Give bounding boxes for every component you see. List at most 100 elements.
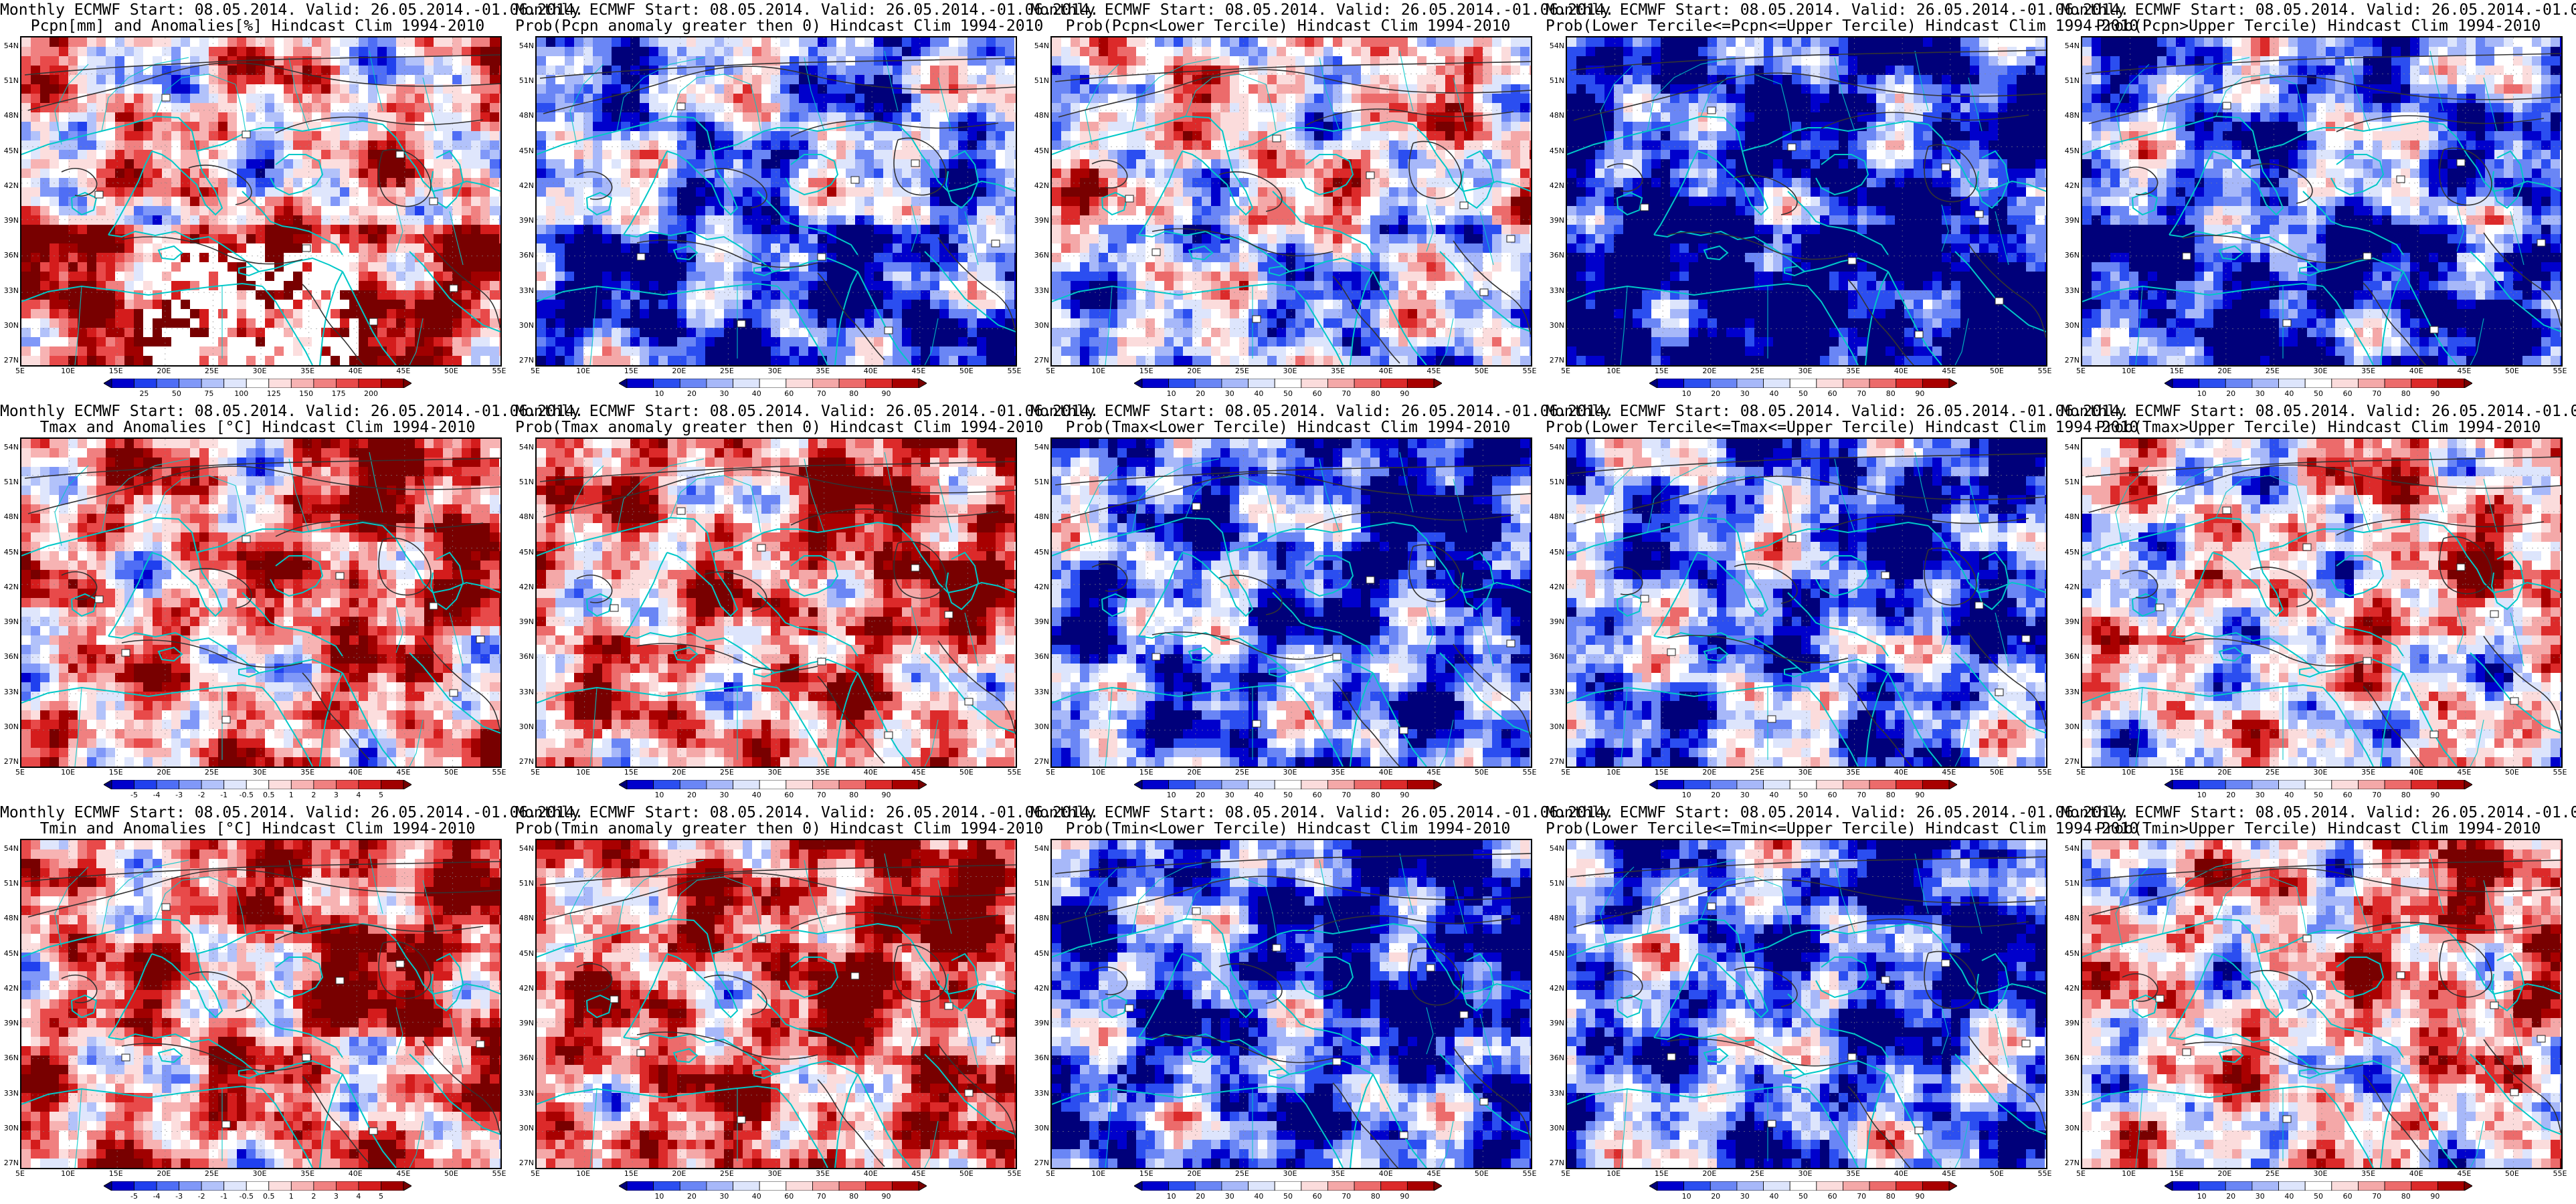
lat-tick-label: 54N	[1547, 443, 1564, 452]
colorbar-tick-label: 80	[849, 389, 858, 398]
colorbar	[104, 780, 411, 789]
lon-tick-label: 20E	[2217, 1169, 2231, 1178]
colorbar-tick-label: -5	[130, 791, 138, 799]
colorbar-tick-label: 20	[1711, 791, 1720, 799]
colorbar-tick-label: 10	[1682, 389, 1691, 398]
lon-tick-label: 40E	[1894, 768, 1908, 777]
colorbar-tick-label: 30	[719, 1192, 729, 1201]
climate-contours	[24, 458, 500, 761]
lon-tick-label: 5E	[15, 768, 25, 777]
colorbar-tick-label: 90	[882, 791, 891, 799]
map-panel-pcpn-prob-upper: Monthly ECMWF Start: 08.05.2014. Valid: …	[2061, 0, 2576, 401]
colorbar-tick-label: 40	[1254, 791, 1263, 799]
colorbar-tick-label: 10	[2197, 389, 2207, 398]
lat-tick-label: 39N	[2062, 617, 2080, 626]
lat-tick-label: 42N	[1032, 984, 1049, 993]
lat-tick-label: 42N	[1, 984, 19, 993]
lon-tick-label: 30E	[1799, 367, 1813, 375]
colorbar-tick-label: 10	[654, 389, 664, 398]
colorbar-tick-label: 40	[2284, 791, 2294, 799]
lat-tick-label: 36N	[1, 652, 19, 661]
lat-tick-label: 42N	[2062, 984, 2080, 993]
lat-tick-label: 33N	[517, 688, 534, 696]
lat-tick-label: 30N	[1032, 722, 1049, 731]
map-plot-area	[535, 839, 1017, 1169]
lon-tick-label: 35E	[816, 768, 830, 777]
map-panel-pcpn-anomaly: Monthly ECMWF Start: 08.05.2014. Valid: …	[0, 0, 583, 401]
colorbar	[2165, 780, 2472, 789]
colorbar-tick-label: 80	[1886, 1192, 1896, 1201]
lat-tick-label: 42N	[517, 984, 534, 993]
colorbar-tick-label: 50	[2314, 389, 2323, 398]
climate-contours	[24, 861, 500, 1164]
lon-tick-label: 20E	[1702, 768, 1716, 777]
lat-tick-label: 45N	[1032, 949, 1049, 958]
lat-tick-label: 45N	[1547, 949, 1564, 958]
colorbar-tick-label: 20	[1196, 791, 1205, 799]
lat-tick-label: 54N	[1032, 844, 1049, 853]
colorbar-tick-label: 90	[882, 389, 891, 398]
panel-title-line2: Prob(Lower Tercile<=Tmax<=Upper Tercile)…	[1546, 419, 2138, 436]
lat-tick-label: 42N	[1, 583, 19, 591]
colorbar-tick-label: 20	[1196, 1192, 1205, 1201]
contour-label-boxes	[610, 935, 1000, 1124]
map-plot-area	[1566, 839, 2047, 1169]
lat-tick-label: 51N	[1032, 76, 1049, 85]
colorbar	[104, 1181, 411, 1191]
colorbar-tick-label: 60	[1313, 791, 1322, 799]
lon-tick-label: 20E	[672, 1169, 686, 1178]
colorbar-tick-label: 10	[1682, 1192, 1691, 1201]
lat-tick-label: 45N	[2062, 146, 2080, 155]
colorbar-tick-label: 70	[2372, 389, 2381, 398]
lat-tick-label: 33N	[1, 286, 19, 295]
colorbar-tick-label: 20	[2226, 389, 2235, 398]
lat-tick-label: 30N	[1, 1124, 19, 1132]
map-panel-tmax-anomaly: Monthly ECMWF Start: 08.05.2014. Valid: …	[0, 401, 583, 803]
lat-tick-label: 27N	[1, 356, 19, 365]
colorbar-tick-label: 90	[1915, 1192, 1924, 1201]
lon-tick-label: 45E	[1942, 367, 1956, 375]
lon-tick-label: 20E	[672, 367, 686, 375]
lat-tick-label: 36N	[517, 652, 534, 661]
lat-tick-label: 51N	[517, 879, 534, 888]
map-plot-area	[1050, 839, 1532, 1169]
colorbar-tick-label: 1	[289, 1192, 294, 1201]
contour-label-boxes	[1125, 907, 1489, 1139]
lon-tick-label: 5E	[2076, 367, 2086, 375]
shaded-field	[537, 37, 1016, 365]
lon-tick-label: 20E	[1187, 768, 1201, 777]
colorbar-tick-label: 50	[2314, 1192, 2323, 1201]
lon-tick-label: 40E	[2409, 367, 2423, 375]
coastlines	[1052, 115, 1531, 365]
map-panel-tmin-prob-lower: Monthly ECMWF Start: 08.05.2014. Valid: …	[1030, 803, 1614, 1204]
colorbar-tick-label: 50	[172, 389, 181, 398]
colorbar-tick-label: 60	[2343, 791, 2353, 799]
map-plot-area	[20, 36, 502, 367]
lon-tick-label: 10E	[1606, 367, 1621, 375]
colorbar-tick-label: 60	[2343, 389, 2353, 398]
lat-tick-label: 45N	[1032, 146, 1049, 155]
lon-tick-label: 25E	[1750, 367, 1764, 375]
colorbar-tick-label: 80	[1886, 389, 1896, 398]
lon-tick-label: 35E	[1331, 1169, 1345, 1178]
lon-tick-label: 15E	[1655, 1169, 1669, 1178]
lon-tick-label: 40E	[1894, 367, 1908, 375]
panel-title-line1: Monthly ECMWF Start: 08.05.2014. Valid: …	[1030, 403, 1614, 420]
lon-tick-label: 10E	[61, 1169, 75, 1178]
lon-tick-label: 35E	[2361, 768, 2375, 777]
panel-title-line1: Monthly ECMWF Start: 08.05.2014. Valid: …	[0, 403, 583, 420]
panel-title-line2: Prob(Tmin>Upper Tercile) Hindcast Clim 1…	[2061, 820, 2576, 837]
lon-tick-label: 30E	[2314, 768, 2328, 777]
colorbar-tick-label: 5	[379, 1192, 383, 1201]
lon-tick-label: 55E	[492, 768, 507, 777]
lat-tick-label: 30N	[517, 321, 534, 330]
contour-label-boxes	[2155, 934, 2546, 1123]
lat-tick-label: 33N	[1, 1089, 19, 1098]
lat-tick-label: 30N	[2062, 321, 2080, 330]
lat-tick-label: 36N	[2062, 652, 2080, 661]
lon-tick-label: 40E	[864, 367, 878, 375]
lon-tick-label: 55E	[1523, 768, 1537, 777]
colorbar-tick-label: 20	[687, 389, 697, 398]
lon-tick-label: 45E	[1942, 1169, 1956, 1178]
lat-tick-label: 45N	[1, 146, 19, 155]
